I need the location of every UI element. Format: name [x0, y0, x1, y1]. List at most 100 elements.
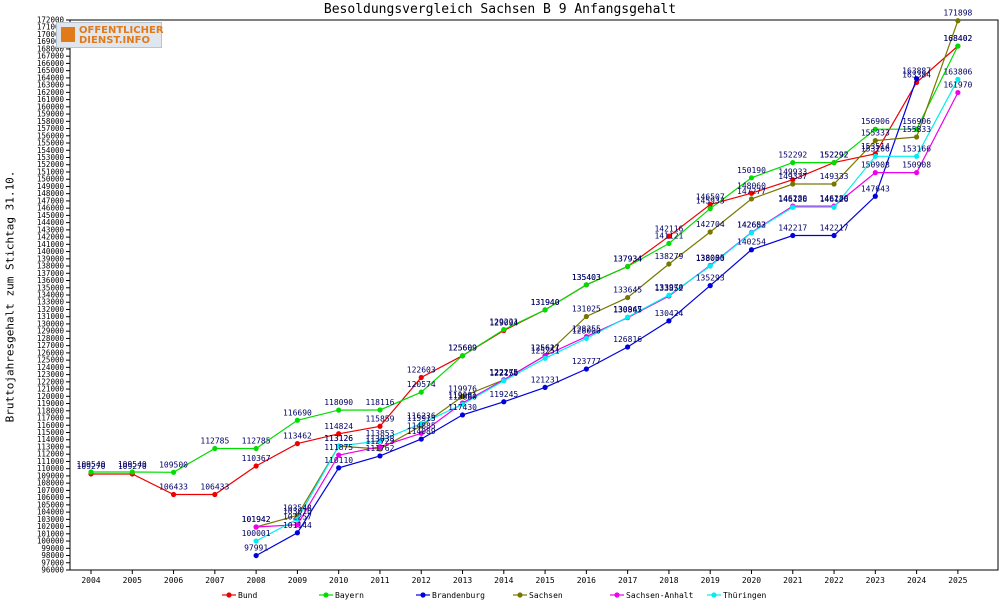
data-point-bund — [294, 441, 300, 447]
data-label-brandenburg: 111762 — [366, 444, 395, 453]
data-point-bayern — [129, 469, 135, 475]
data-point-bayern — [501, 326, 507, 333]
x-tick-label: 2016 — [577, 576, 596, 585]
data-label-th-ringen: 128000 — [572, 326, 601, 335]
data-label-brandenburg: 140254 — [737, 238, 766, 247]
y-tick-label: 129000 — [37, 327, 65, 336]
y-tick-label: 118000 — [37, 406, 65, 415]
data-label-bayern: 109540 — [77, 460, 106, 469]
x-tick-label: 2019 — [701, 576, 720, 585]
data-label-sachsen: 155833 — [902, 125, 931, 134]
logo: OFFENTLICHER DIENST.INFO — [56, 22, 164, 48]
data-point-sachsen — [914, 134, 920, 140]
data-label-bayern: 109540 — [118, 460, 147, 469]
x-tick-label: 2017 — [618, 576, 637, 585]
y-tick-label: 126000 — [37, 348, 65, 357]
data-point-bayern — [542, 307, 548, 313]
y-tick-label: 140000 — [37, 247, 65, 256]
y-tick-label: 104000 — [37, 508, 65, 517]
y-tick-label: 122000 — [37, 377, 65, 386]
data-label-th-ringen: 146126 — [778, 195, 807, 204]
data-point-bayern — [253, 445, 259, 452]
y-tick-label: 107000 — [37, 486, 65, 495]
data-label-sachsen-anhalt: 128255 — [572, 325, 601, 334]
x-tick-label: 2007 — [205, 576, 224, 585]
y-tick-label: 135000 — [37, 283, 65, 292]
data-label-th-ringen: 153166 — [861, 144, 890, 153]
series-line-bund — [91, 45, 959, 496]
y-tick-label: 163000 — [37, 81, 65, 90]
x-tick-label: 2012 — [412, 576, 431, 585]
y-tick-label: 111000 — [37, 457, 65, 466]
data-point-sachsen — [831, 181, 837, 187]
x-tick-label: 2013 — [453, 576, 472, 585]
data-point-sachsen-anhalt — [955, 89, 961, 96]
legend-marker-sachsen-anhalt — [614, 592, 620, 598]
data-label-sachsen: 133645 — [613, 286, 642, 295]
data-label-sachsen-anhalt: 133852 — [654, 284, 683, 293]
data-label-bayern: 150190 — [737, 166, 766, 175]
data-point-th-ringen — [625, 314, 631, 320]
data-point-sachsen-anhalt — [914, 170, 920, 176]
data-label-sachsen: 103548 — [283, 503, 312, 512]
data-point-bayern — [377, 407, 383, 413]
data-label-th-ringen: 116236 — [407, 412, 436, 421]
data-label-bund: 106433 — [200, 482, 229, 491]
data-label-th-ringen: 133970 — [654, 283, 683, 292]
y-tick-label: 137000 — [37, 269, 65, 278]
data-point-th-ringen — [542, 355, 548, 361]
data-label-bund: 148060 — [737, 181, 766, 190]
data-label-brandenburg: 130424 — [654, 309, 683, 318]
data-label-th-ringen: 122150 — [489, 369, 518, 378]
data-point-brandenburg — [501, 399, 507, 405]
data-label-bund: 106433 — [159, 482, 188, 491]
data-label-brandenburg: 114089 — [407, 427, 436, 436]
data-point-bund — [336, 431, 342, 437]
data-point-bund — [212, 491, 218, 498]
data-point-sachsen — [583, 313, 589, 320]
data-label-sachsen-anhalt: 111875 — [324, 443, 353, 452]
data-label-bayern: 137934 — [613, 255, 642, 264]
data-point-brandenburg — [418, 436, 424, 442]
data-point-bund — [790, 177, 796, 183]
series-lines — [88, 18, 961, 559]
data-point-th-ringen — [831, 204, 837, 210]
data-point-bund — [748, 190, 755, 196]
data-point-bayern — [294, 417, 300, 423]
y-tick-label: 136000 — [37, 276, 65, 285]
y-tick-label: 112000 — [37, 450, 65, 459]
y-tick-label: 128000 — [37, 334, 65, 343]
y-tick-label: 170000 — [37, 30, 65, 39]
data-label-bund: 149933 — [778, 168, 807, 177]
data-point-bayern — [790, 160, 796, 166]
data-label-th-ringen: 125251 — [531, 346, 560, 355]
data-label-bayern: 131940 — [531, 298, 560, 307]
y-tick-label: 119000 — [37, 399, 65, 408]
y-tick-label: 152000 — [37, 160, 65, 169]
y-tick-label: 144000 — [37, 218, 65, 227]
data-label-sachsen-anhalt: 113038 — [366, 435, 395, 444]
logo-icon — [61, 27, 75, 42]
data-label-brandenburg: 123777 — [572, 357, 601, 366]
data-point-brandenburg — [583, 366, 589, 372]
data-label-sachsen: 112723 — [366, 437, 395, 446]
data-label-sachsen: 101942 — [242, 515, 271, 524]
data-label-sachsen-anhalt: 122275 — [489, 368, 518, 377]
y-tick-label: 102000 — [37, 522, 65, 531]
data-point-brandenburg — [294, 530, 300, 536]
x-tick-label: 2015 — [535, 576, 554, 585]
data-point-brandenburg — [914, 76, 920, 82]
data-point-sachsen — [872, 138, 878, 144]
data-point-th-ringen — [872, 153, 878, 159]
data-label-bund: 152292 — [820, 151, 849, 160]
data-label-sachsen-anhalt: 102257 — [283, 513, 312, 522]
data-point-th-ringen — [459, 401, 466, 408]
y-tick-label: 143000 — [37, 225, 65, 234]
y-tick-label: 141000 — [37, 240, 65, 249]
y-tick-label: 121000 — [37, 385, 65, 394]
data-point-brandenburg — [625, 344, 631, 350]
data-point-brandenburg — [666, 318, 672, 324]
data-label-bund: 137934 — [613, 255, 642, 264]
data-label-th-ringen: 130947 — [613, 305, 642, 314]
data-point-bayern — [170, 469, 177, 475]
